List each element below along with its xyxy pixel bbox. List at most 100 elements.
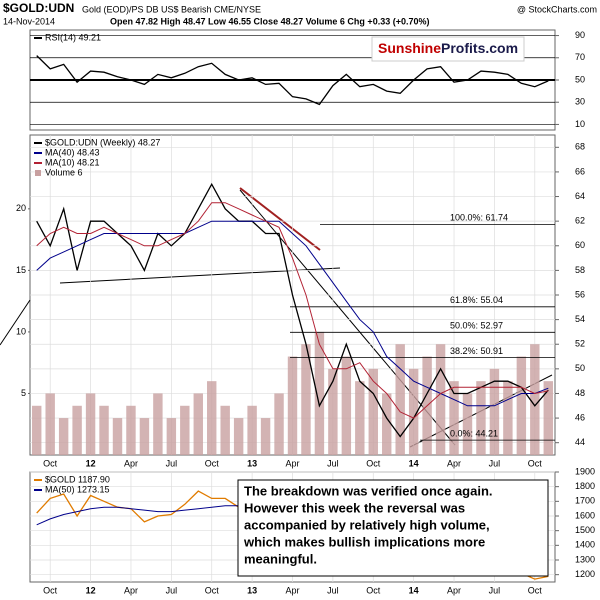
y-tick-label: 10 (575, 119, 585, 129)
y-tick-label: 70 (575, 52, 585, 62)
legend-label: RSI(14) 49.21 (45, 32, 101, 42)
series-line (36, 55, 549, 106)
y-tick-label: 1600 (575, 510, 595, 520)
y-tick-label: 1400 (575, 540, 595, 550)
y-tick-label: 30 (575, 97, 585, 107)
date: 14-Nov-2014 (3, 16, 55, 26)
x-tick-label: 13 (247, 458, 257, 468)
x-tick-label: Apr (285, 458, 299, 468)
symbol: $GOLD:UDN (3, 1, 74, 15)
volume-bar (193, 393, 203, 455)
volume-bar (233, 418, 244, 455)
x-tick-label: Apr (285, 585, 299, 595)
y-tick-label: 46 (575, 412, 585, 422)
x-tick-label: Apr (124, 458, 138, 468)
x-tick-label: Oct (43, 458, 58, 468)
y2-tick-label: 5 (21, 388, 26, 398)
volume-bar (530, 344, 540, 455)
volume-bar (58, 418, 69, 455)
legend-swatch (35, 170, 41, 176)
volume-bar (260, 418, 271, 455)
volume-bar (85, 393, 96, 455)
volume-bar (287, 356, 298, 455)
volume-bar (72, 405, 82, 455)
volume-bar (112, 418, 123, 455)
series-line (36, 202, 549, 419)
trend-line (0, 299, 31, 346)
legend-label: MA(40) 48.43 (45, 147, 100, 157)
annotation-line: However this week the reversal was (244, 500, 465, 515)
fib-label: 38.2%: 50.91 (450, 346, 503, 356)
x-tick-label: Oct (528, 458, 543, 468)
y-tick-label: 48 (575, 388, 585, 398)
x-tick-label: Jul (166, 458, 178, 468)
volume-bar (301, 344, 311, 455)
x-tick-label: Oct (205, 585, 220, 595)
legend-label: MA(50) 1273.15 (45, 484, 110, 494)
volume-bar (435, 344, 446, 455)
volume-bar (45, 393, 55, 455)
volume-bar (408, 368, 419, 455)
annotation-box (237, 479, 549, 577)
y-tick-label: 50 (575, 363, 585, 373)
x-tick-label: 14 (409, 585, 419, 595)
volume-bar (462, 393, 473, 455)
y-tick-label: 58 (575, 265, 585, 275)
volume-bar (274, 393, 284, 455)
annotation-line: meaningful. (244, 551, 317, 566)
y-tick-label: 62 (575, 216, 585, 226)
volume-bar (368, 368, 378, 455)
volume-bar (489, 368, 500, 455)
series-line (36, 182, 549, 438)
legend-label: MA(10) 48.21 (45, 157, 100, 167)
volume-bar (395, 344, 405, 455)
x-tick-label: Oct (205, 458, 220, 468)
legend-label: $GOLD 1187.90 (45, 474, 110, 484)
legend-label: Volume 6 (45, 167, 83, 177)
logo-part: Sunshine (378, 40, 441, 56)
logo-part: Profits.com (441, 40, 518, 56)
x-tick-label: Jul (489, 458, 501, 468)
logo-box (371, 36, 525, 62)
y-tick-label: 1300 (575, 554, 595, 564)
y-tick-label: 1900 (575, 466, 595, 476)
fib-label: 50.0%: 52.97 (450, 321, 503, 331)
volume-bar (382, 393, 392, 455)
x-tick-label: Oct (43, 585, 58, 595)
x-tick-label: 12 (86, 458, 96, 468)
y-tick-label: 50 (575, 74, 585, 84)
y-tick-label: 44 (575, 437, 585, 447)
legend-label: $GOLD:UDN (Weekly) 48.27 (45, 137, 160, 147)
logo: SunshineProfits.com (371, 36, 525, 62)
volume-bar (503, 381, 513, 455)
volume-bar (247, 405, 257, 455)
annotation-line: which makes bullish implications more (243, 534, 485, 549)
volume-bar (166, 418, 177, 455)
logo-text: SunshineProfits.com (378, 40, 518, 56)
annotation-line: The breakdown was verified once again. (244, 483, 493, 498)
volume-bar (355, 381, 365, 455)
y-tick-label: 1700 (575, 496, 595, 506)
quote: Open 47.82 High 48.47 Low 46.55 Close 48… (110, 16, 429, 26)
y-tick-label: 68 (575, 142, 585, 152)
y-tick-label: 90 (575, 30, 585, 40)
volume-bar (139, 418, 150, 455)
trend-line (239, 187, 321, 251)
y-tick-label: 60 (575, 240, 585, 250)
volume-bar (32, 405, 42, 455)
volume-bar (220, 405, 230, 455)
x-tick-label: Jul (166, 585, 178, 595)
x-tick-label: Apr (124, 585, 138, 595)
y-tick-label: 54 (575, 314, 585, 324)
volume-bar (153, 393, 163, 455)
volume-bar (328, 368, 338, 455)
volume-bar (516, 356, 527, 455)
x-tick-label: Jul (327, 585, 339, 595)
y2-tick-label: 15 (16, 265, 26, 275)
volume-bar (341, 356, 352, 455)
annotation-line: accompanied by relatively high volume, (244, 517, 490, 532)
x-tick-label: 14 (409, 458, 419, 468)
volume-bar (207, 381, 217, 455)
